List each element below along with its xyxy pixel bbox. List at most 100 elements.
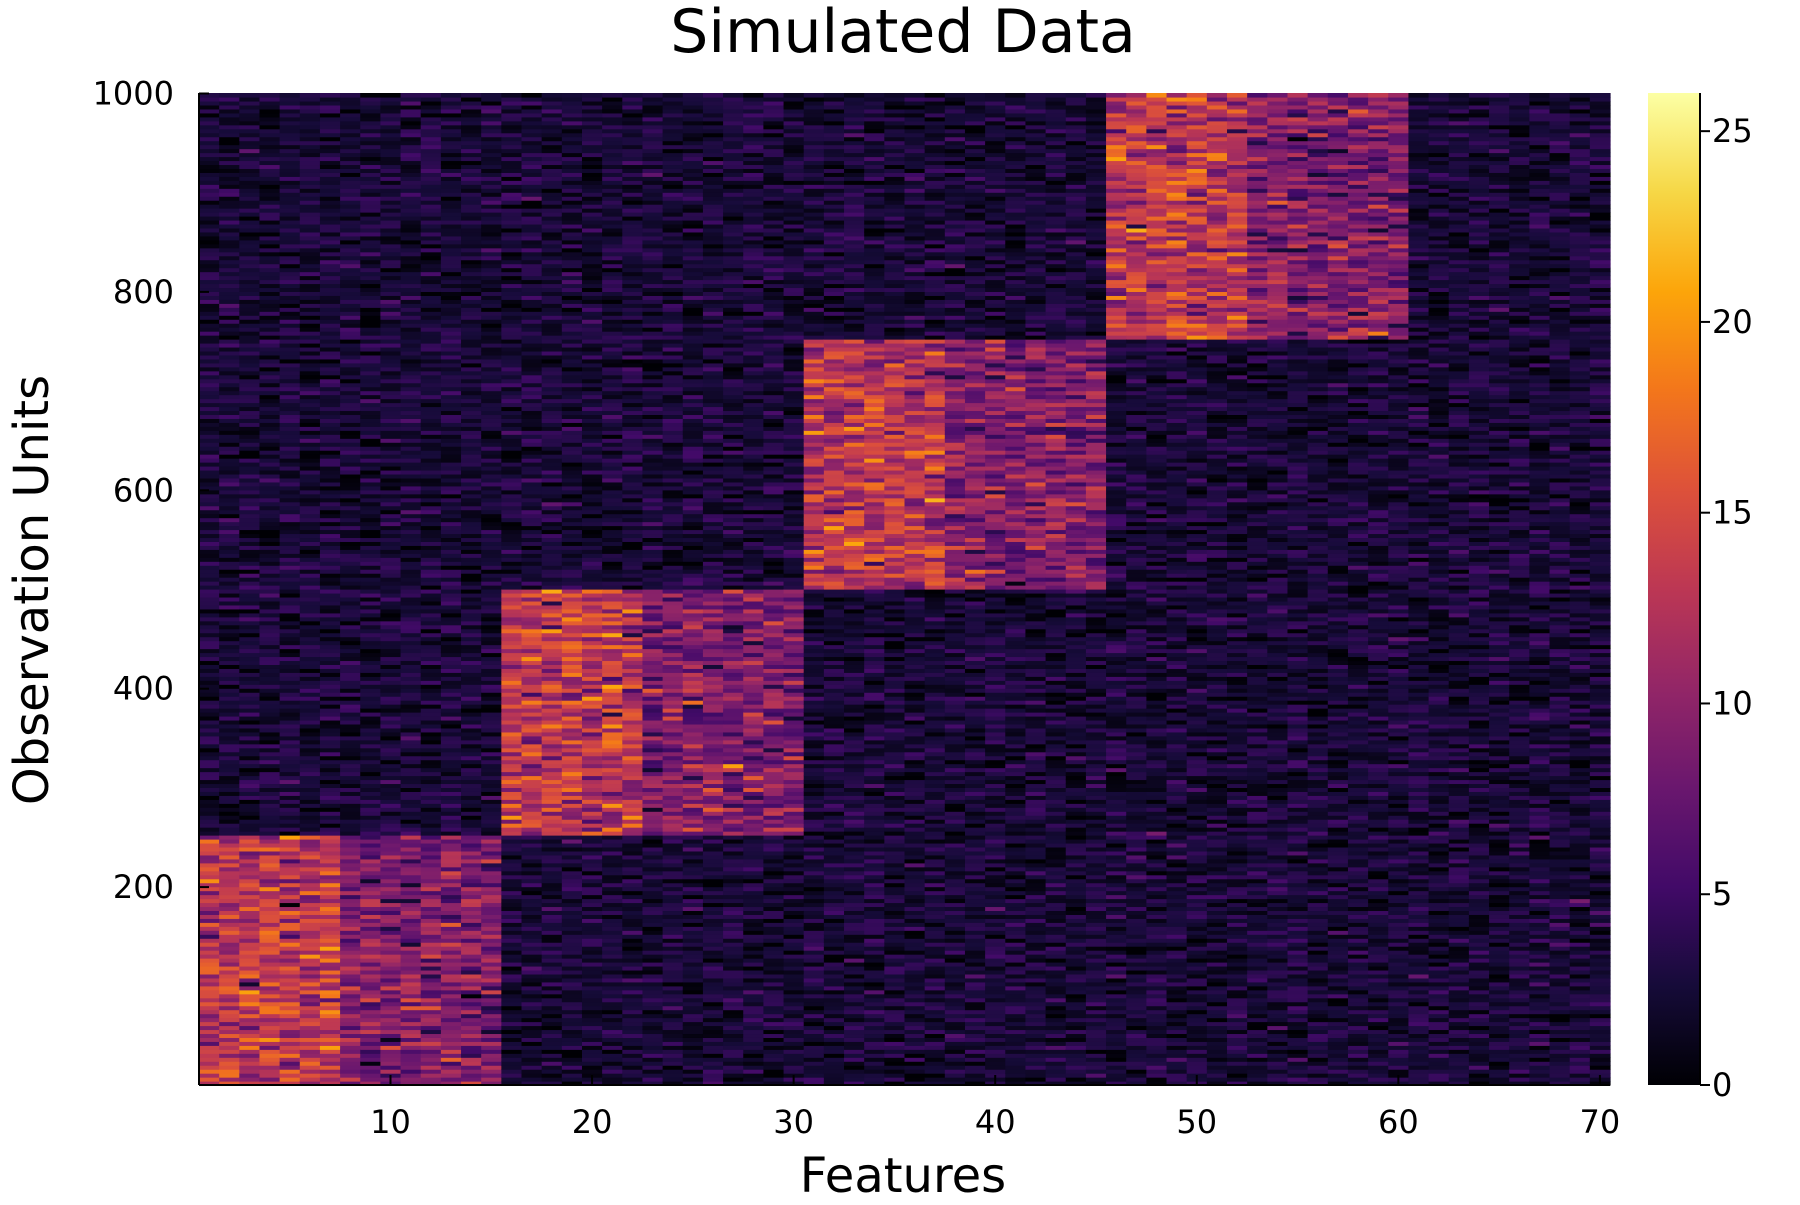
heatmap-cell — [360, 989, 382, 995]
heatmap-cell — [481, 842, 502, 848]
heatmap-cell — [299, 196, 321, 201]
heatmap-cell — [219, 1033, 240, 1038]
heatmap-cell — [259, 902, 281, 908]
heatmap-cell — [239, 335, 261, 340]
heatmap-cell — [481, 104, 502, 110]
heatmap-cell — [239, 600, 261, 606]
heatmap-cell — [279, 283, 301, 289]
heatmap-cell — [380, 307, 402, 312]
heatmap-cell — [259, 918, 281, 923]
heatmap-cell — [440, 339, 462, 344]
heatmap-cell — [501, 303, 523, 308]
heatmap-cell — [420, 247, 442, 253]
heatmap-cell — [319, 1033, 341, 1038]
heatmap-cell — [279, 561, 301, 566]
heatmap-cell — [541, 620, 563, 626]
heatmap-cell — [299, 263, 321, 269]
heatmap-cell — [199, 680, 220, 685]
heatmap-cell — [360, 902, 382, 908]
heatmap-cell — [299, 708, 321, 713]
heatmap-cell — [360, 954, 382, 959]
heatmap-cell — [400, 934, 422, 939]
heatmap-cell — [279, 505, 301, 511]
heatmap-cell — [299, 918, 321, 923]
heatmap-cell — [360, 430, 382, 435]
heatmap-cell — [279, 243, 301, 249]
heatmap-cell — [199, 307, 220, 312]
heatmap-cell — [360, 96, 382, 102]
heatmap-cell — [581, 521, 603, 527]
heatmap-cell — [461, 442, 482, 447]
heatmap-cell — [380, 176, 402, 181]
heatmap-cell — [481, 656, 502, 662]
heatmap-cell — [420, 890, 442, 896]
heatmap-cell — [541, 870, 563, 876]
heatmap-cell — [501, 827, 523, 832]
heatmap-cell — [561, 846, 583, 852]
heatmap-cell — [319, 910, 341, 915]
heatmap-cell — [481, 390, 502, 396]
heatmap-cell — [219, 819, 240, 824]
heatmap-cell — [541, 350, 563, 356]
heatmap-cell — [541, 993, 563, 999]
heatmap-cell — [219, 275, 240, 281]
heatmap-cell — [279, 208, 301, 213]
heatmap-cell — [420, 116, 442, 122]
heatmap-cell — [561, 346, 583, 352]
heatmap-cell — [239, 918, 261, 923]
heatmap-cell — [299, 882, 321, 888]
heatmap-cell — [259, 652, 281, 658]
heatmap-cell — [400, 295, 422, 300]
heatmap-cell — [259, 525, 281, 531]
heatmap-cell — [461, 616, 482, 622]
heatmap-cell — [501, 561, 523, 566]
heatmap-cell — [481, 152, 502, 158]
heatmap-cell — [581, 243, 603, 249]
heatmap-cell — [521, 759, 543, 765]
heatmap-cell — [239, 533, 261, 539]
heatmap-cell — [340, 906, 361, 912]
heatmap-cell — [420, 692, 442, 697]
heatmap-cell — [360, 410, 382, 416]
heatmap-cell — [541, 1045, 563, 1050]
heatmap-cell — [299, 184, 321, 189]
heatmap-cell — [461, 835, 482, 840]
heatmap-cell — [541, 1073, 563, 1078]
heatmap-cell — [521, 989, 543, 995]
heatmap-cell — [541, 323, 563, 328]
heatmap-cell — [461, 192, 482, 197]
heatmap-cell — [521, 331, 543, 336]
heatmap-cell — [360, 1073, 382, 1078]
heatmap-cell — [501, 819, 523, 824]
heatmap-cell — [360, 632, 382, 638]
heatmap-cell — [521, 700, 543, 705]
heatmap-cell — [461, 930, 482, 935]
heatmap-cell — [501, 465, 523, 471]
heatmap-cell — [380, 981, 402, 987]
heatmap-cell — [561, 219, 583, 225]
heatmap-cell — [239, 414, 261, 419]
heatmap-cell — [581, 862, 603, 868]
heatmap-cell — [219, 942, 240, 947]
heatmap-cell — [380, 231, 402, 237]
heatmap-cell — [440, 858, 462, 864]
heatmap-cell — [279, 958, 301, 963]
heatmap-cell — [319, 398, 341, 404]
heatmap-cell — [239, 1057, 261, 1062]
heatmap-cell — [259, 291, 281, 296]
heatmap-cell — [501, 985, 523, 991]
heatmap-cell — [561, 838, 583, 844]
heatmap-cell — [521, 934, 543, 939]
heatmap-cell — [400, 894, 422, 900]
heatmap-cell — [199, 688, 220, 693]
heatmap-cell — [400, 1021, 422, 1027]
heatmap-cell — [440, 327, 462, 332]
heatmap-cell — [581, 263, 603, 269]
heatmap-cell — [239, 604, 261, 610]
heatmap-cell — [541, 354, 563, 360]
heatmap-cell — [259, 156, 281, 162]
heatmap-cell — [360, 231, 382, 237]
heatmap-cell — [319, 1001, 341, 1007]
heatmap-cell — [461, 735, 482, 741]
heatmap-cell — [239, 208, 261, 213]
